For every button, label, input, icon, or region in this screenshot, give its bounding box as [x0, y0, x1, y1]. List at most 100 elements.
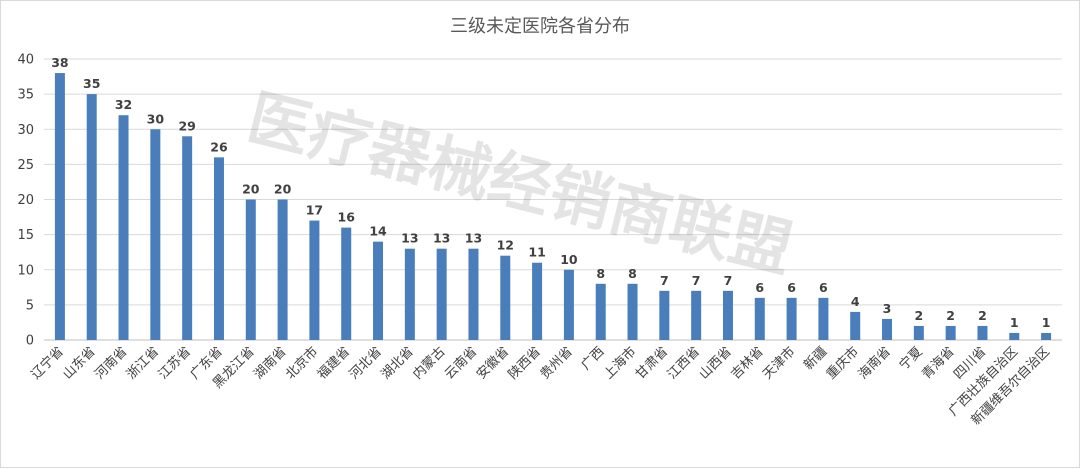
y-tick-label: 25 [17, 158, 34, 173]
bar [563, 269, 574, 340]
data-label: 12 [497, 238, 514, 253]
x-tick-label: 海南省 [855, 344, 894, 383]
data-label: 11 [528, 245, 545, 260]
data-label: 4 [851, 294, 860, 309]
data-label: 35 [83, 76, 100, 91]
chart-title: 三级未定医院各省分布 [450, 16, 630, 37]
bar [309, 220, 320, 340]
data-label: 2 [946, 308, 955, 323]
data-label: 3 [883, 301, 892, 316]
bar [341, 227, 352, 340]
bar [595, 283, 606, 340]
data-label: 7 [692, 273, 701, 288]
data-label: 14 [369, 224, 387, 239]
data-label: 26 [210, 139, 228, 154]
data-label: 13 [433, 231, 450, 246]
x-tick-label: 福建省 [315, 344, 353, 382]
bar [882, 318, 893, 340]
data-label: 32 [115, 97, 132, 112]
data-label: 2 [978, 308, 987, 323]
bar [245, 199, 256, 340]
data-label: 13 [401, 231, 418, 246]
bar [977, 325, 988, 340]
bar [86, 94, 97, 340]
y-tick-label: 5 [26, 298, 34, 313]
x-tick-label: 辽宁省 [28, 344, 67, 383]
data-label: 13 [465, 231, 482, 246]
bar [54, 73, 65, 341]
bar [850, 311, 861, 340]
data-label: 10 [560, 252, 578, 267]
x-tick-label: 天津市 [760, 344, 799, 383]
data-label: 20 [242, 182, 260, 197]
x-tick-label: 贵州省 [538, 344, 576, 382]
x-tick-label: 重庆市 [823, 344, 862, 383]
watermark: 医疗器械经销商联盟 [241, 81, 800, 287]
y-tick-label: 40 [17, 53, 34, 68]
x-tick-label: 山西省 [697, 344, 735, 382]
x-tick-label: 青海省 [919, 344, 957, 382]
x-tick-label: 山东省 [60, 344, 98, 382]
x-tick-label: 上海市 [600, 344, 639, 383]
data-label: 6 [755, 280, 764, 295]
x-tick-label: 江苏省 [155, 344, 194, 383]
bar [1009, 332, 1020, 340]
data-label: 8 [596, 266, 605, 281]
data-label: 29 [178, 118, 195, 133]
data-label: 38 [51, 55, 68, 70]
x-tick-label: 江西省 [665, 344, 703, 382]
y-tick-label: 10 [17, 263, 34, 278]
bar [818, 297, 829, 340]
bar [627, 283, 638, 340]
x-tick-label: 北京市 [282, 344, 321, 383]
data-label: 6 [819, 280, 828, 295]
bar [436, 248, 447, 340]
data-label: 8 [628, 266, 637, 281]
y-tick-label: 15 [17, 228, 34, 243]
bar [1041, 332, 1052, 340]
data-label: 7 [724, 273, 733, 288]
bar [722, 290, 733, 340]
bar [691, 290, 702, 340]
bar [945, 325, 956, 340]
x-tick-label: 湖南省 [251, 344, 290, 383]
x-tick-label: 浙江省 [124, 344, 162, 382]
bar [404, 248, 415, 340]
bar [754, 297, 765, 340]
data-label: 1 [1010, 315, 1019, 330]
data-label: 20 [274, 182, 292, 197]
bars [54, 73, 1052, 341]
x-tick-label: 吉林省 [728, 344, 766, 382]
bar [118, 115, 129, 340]
bar [277, 199, 288, 340]
data-label: 7 [660, 273, 669, 288]
y-tick-label: 20 [17, 193, 34, 208]
x-tick-label: 甘肃省 [633, 344, 671, 382]
bar [373, 241, 384, 340]
data-label: 6 [787, 280, 796, 295]
bar [213, 157, 224, 340]
x-tick-label: 云南省 [441, 344, 480, 383]
bar [182, 136, 193, 340]
x-tick-label: 安徽省 [474, 344, 512, 382]
x-tick-label: 河北省 [347, 344, 385, 382]
bar [500, 255, 511, 340]
x-tick-label: 河南省 [91, 344, 130, 383]
y-tick-label: 0 [26, 334, 34, 349]
gridlines [44, 58, 1062, 341]
x-tick-label: 湖北省 [378, 344, 416, 382]
data-label: 16 [338, 210, 356, 225]
x-tick-label: 陕西省 [506, 344, 544, 382]
bar [659, 290, 670, 340]
bar [532, 262, 543, 340]
bar [786, 297, 797, 340]
y-tick-label: 30 [17, 123, 34, 138]
data-label: 17 [306, 203, 323, 218]
x-tick-label: 内蒙古 [410, 344, 449, 383]
x-axis-ticks: 辽宁省山东省河南省浙江省江苏省广东省黑龙江省湖南省北京市福建省河北省湖北省内蒙古… [28, 344, 1053, 429]
y-tick-label: 35 [17, 88, 34, 103]
data-label: 30 [147, 111, 165, 126]
bar [913, 325, 924, 340]
